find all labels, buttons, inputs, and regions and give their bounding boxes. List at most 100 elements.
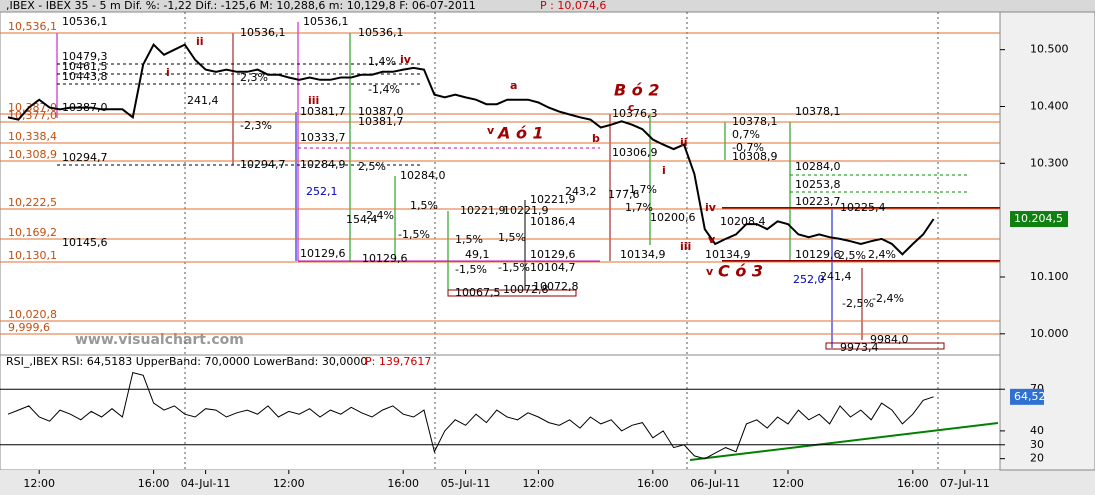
annotation: 10443,8	[62, 70, 108, 83]
wave-label: ii	[196, 35, 204, 48]
x-tick-label: 05-Jul-11	[441, 477, 491, 490]
y-tick-label: 10.500	[1030, 43, 1069, 56]
annotation: 154,4	[346, 213, 378, 226]
y-tick-label: 20	[1030, 452, 1044, 465]
wave-label: c	[628, 101, 635, 114]
level-label: 10,308,9	[8, 148, 57, 161]
annotation: 1,5%	[498, 231, 526, 244]
annotation: -1,4%	[368, 83, 400, 96]
x-tick-label: 12:00	[523, 477, 555, 490]
wave-label: iv	[705, 201, 717, 214]
y-tick-label: 10.100	[1030, 270, 1069, 283]
annotation: 1,5%	[410, 199, 438, 212]
x-axis-bar	[0, 470, 1095, 495]
header-bar	[0, 0, 1095, 12]
annotation: -1,5%	[398, 228, 430, 241]
layout-lines	[56, 12, 1000, 470]
annotation: 241,4	[820, 270, 852, 283]
x-tick-label: 16:00	[637, 477, 669, 490]
last-value-label: 64,52	[1014, 390, 1046, 403]
series-line	[7, 42, 935, 256]
x-tick-label: 16:00	[387, 477, 419, 490]
annotation: 1,4%	[368, 55, 396, 68]
level-label: 10,169,2	[8, 226, 57, 239]
wave-label: ii	[680, 136, 688, 149]
y-tick-label: 10.000	[1030, 327, 1069, 340]
wave-label: a	[510, 79, 517, 92]
annotation: 252,1	[306, 185, 338, 198]
annotation: 9973,4	[840, 341, 879, 354]
annotation: 10294,7	[240, 158, 286, 171]
wave-label: v	[708, 233, 716, 246]
annotation: 10378,1	[795, 105, 841, 118]
y-tick-label: 40	[1030, 424, 1044, 437]
annotation: 177,6	[608, 188, 640, 201]
wave-label: v	[706, 265, 714, 278]
annotation: 10186,4	[530, 215, 576, 228]
annotation: 10381,7	[300, 105, 346, 118]
annotation: 10221,9	[503, 204, 549, 217]
annotation: 10225,4	[840, 201, 886, 214]
wave-label: v	[487, 124, 495, 137]
annotation: 10381,7	[358, 115, 404, 128]
level-label: 9,999,6	[8, 321, 50, 334]
annotation: 0,7%	[732, 128, 760, 141]
watermark: www.visualchart.com	[75, 332, 244, 348]
annotation: -2,3%	[240, 119, 272, 132]
annotation: 10223,7	[795, 195, 841, 208]
level-label: 10,536,1	[8, 20, 57, 33]
level-label: 10,020,8	[8, 308, 57, 321]
annotation: 10376,3	[612, 107, 658, 120]
annotation: 10200,6	[650, 211, 696, 224]
level-label: 10,222,5	[8, 196, 57, 209]
annotation: 10134,9	[620, 248, 666, 261]
level-label: 10,338,4	[8, 130, 57, 143]
annotation: 10536,1	[62, 15, 108, 28]
annotation: 10067,5	[455, 286, 501, 299]
series-line	[7, 371, 934, 460]
wave-label: C ó 3	[718, 262, 763, 281]
annotation: 10306,9	[612, 146, 658, 159]
wave-label: B ó 2	[614, 81, 659, 100]
annotation: 241,4	[187, 94, 219, 107]
annotation: 10284,0	[400, 169, 446, 182]
annotation: 10461,5	[62, 60, 108, 73]
x-tick-label: 16:00	[897, 477, 929, 490]
x-tick-label: 07-Jul-11	[940, 477, 990, 490]
chart-title: ,IBEX - IBEX 35 - 5 m Dif. %: -1,22 Dif.…	[6, 0, 476, 12]
y-tick-label: 10.400	[1030, 99, 1069, 112]
x-tick-label: 12:00	[273, 477, 305, 490]
rsi-title-extra: P: 139,7617	[365, 355, 431, 368]
last-value-box	[1010, 211, 1068, 228]
annotation: 2,3%	[240, 71, 268, 84]
wave-label: iii	[680, 240, 691, 253]
wave-label: A ó 1	[496, 124, 544, 143]
annotation: 49,1	[465, 248, 490, 261]
annotation: 10536,1	[358, 26, 404, 39]
price-panel	[0, 11, 1001, 356]
annotation: -0,7%	[732, 141, 764, 154]
level-label: 10,377,0	[8, 109, 57, 122]
annotation: 10479,3	[62, 50, 108, 63]
annotation: 10333,7	[300, 131, 346, 144]
annotation: 1,7%	[625, 201, 653, 214]
annotation: 10387,0	[358, 105, 404, 118]
annotation: 10104,7	[530, 261, 576, 274]
annotation: -1,5%	[455, 263, 487, 276]
rsi-title: RSI_,IBEX RSI: 64,5183 UpperBand: 70,000…	[6, 355, 367, 368]
level-label: 10,130,1	[8, 249, 57, 262]
wave-label: i	[166, 66, 170, 79]
annotation: 10308,9	[732, 150, 778, 163]
annotation: 2,5%	[358, 160, 386, 173]
annotation: 10208,4	[720, 215, 766, 228]
annotation: 10284,0	[795, 160, 841, 173]
annotation: 10378,1	[732, 115, 778, 128]
annotation: 252,0	[793, 273, 825, 286]
last-value-box	[1010, 388, 1044, 405]
annotation: 10253,8	[795, 178, 841, 191]
wave-label: b	[592, 132, 600, 145]
annotation: 2,5%	[838, 249, 866, 262]
wave-label: iii	[308, 94, 319, 107]
x-tick-label: 06-Jul-11	[690, 477, 740, 490]
annotation: 10221,9	[530, 193, 576, 206]
